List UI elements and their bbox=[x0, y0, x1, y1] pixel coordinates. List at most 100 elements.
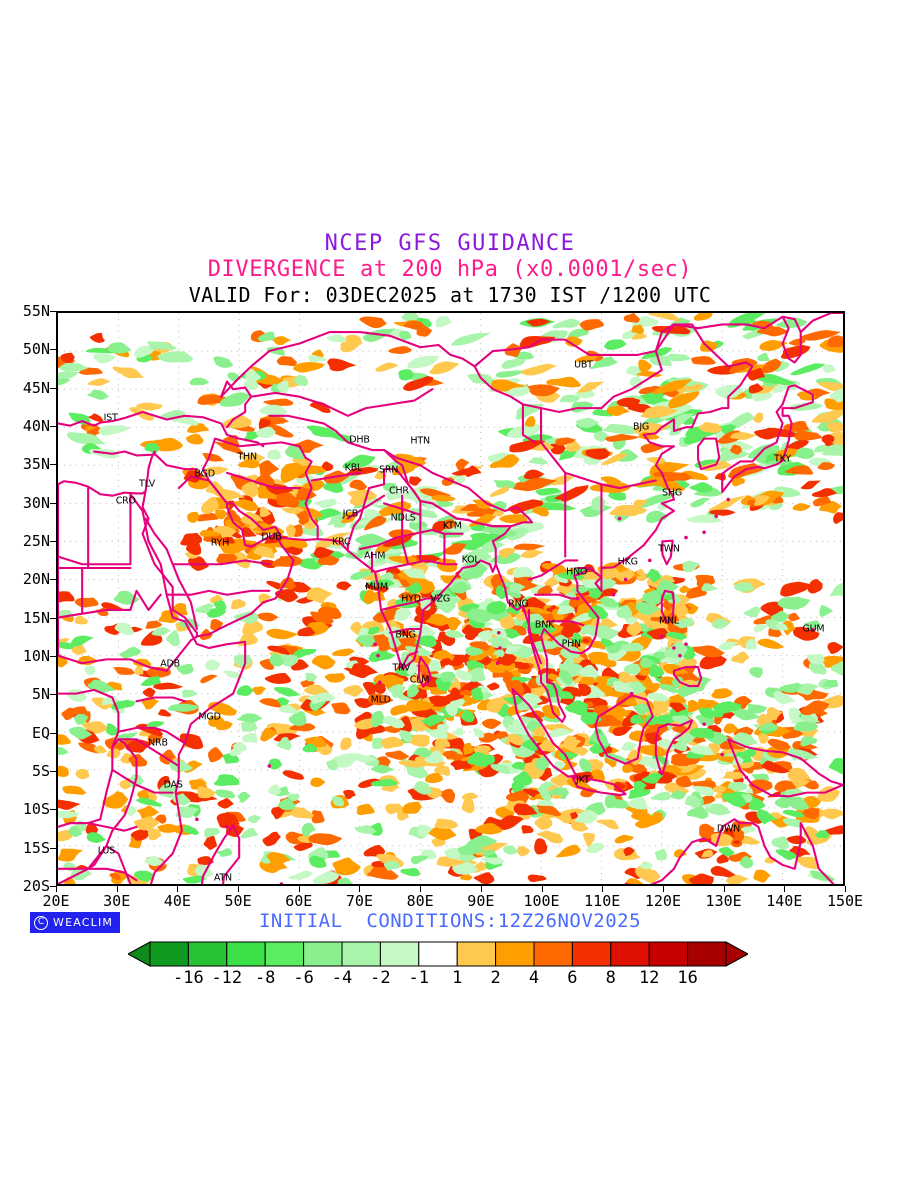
divergence-patch bbox=[446, 616, 462, 631]
divergence-patch bbox=[498, 547, 516, 559]
x-axis-tick-label: 20E bbox=[42, 892, 70, 910]
coastline-path bbox=[58, 635, 198, 672]
city-label-dub: DUB bbox=[261, 531, 282, 543]
divergence-patch bbox=[616, 449, 639, 462]
divergence-patch bbox=[629, 376, 644, 390]
divergence-patch bbox=[66, 432, 106, 445]
island-marker bbox=[611, 592, 616, 597]
divergence-patch bbox=[158, 783, 179, 799]
divergence-patch bbox=[403, 321, 426, 330]
divergence-patch bbox=[777, 596, 811, 610]
divergence-patch bbox=[722, 793, 747, 807]
divergence-patch bbox=[478, 732, 502, 743]
divergence-patch bbox=[752, 412, 764, 424]
divergence-patch bbox=[87, 389, 110, 400]
divergence-patch bbox=[526, 720, 542, 733]
city-label-htn: HTN bbox=[410, 435, 430, 447]
divergence-patch bbox=[608, 492, 627, 501]
city-label-lus: LUS bbox=[97, 845, 115, 857]
divergence-patch bbox=[649, 663, 665, 678]
coastline-path bbox=[153, 452, 198, 471]
divergence-patch bbox=[490, 764, 511, 775]
divergence-patch bbox=[817, 381, 843, 392]
divergence-patch bbox=[407, 355, 439, 369]
divergence-patch bbox=[537, 585, 553, 596]
coastline-path bbox=[534, 593, 579, 600]
divergence-patch bbox=[473, 728, 485, 738]
divergence-patch bbox=[269, 652, 285, 667]
divergence-patch bbox=[655, 738, 677, 750]
x-axis-tick bbox=[662, 886, 664, 892]
divergence-patch bbox=[324, 672, 346, 683]
divergence-patch bbox=[730, 432, 757, 440]
divergence-patch bbox=[635, 601, 662, 615]
divergence-patch bbox=[581, 579, 605, 589]
divergence-patch bbox=[771, 836, 789, 850]
coastline-path bbox=[171, 559, 271, 566]
divergence-patch bbox=[305, 692, 335, 704]
divergence-patch bbox=[821, 434, 835, 443]
x-axis-tick-label: 60E bbox=[285, 892, 313, 910]
divergence-patch bbox=[753, 869, 771, 883]
colorbar-extend-low bbox=[128, 941, 151, 967]
city-label-hno: HNO bbox=[566, 566, 588, 578]
divergence-patch bbox=[331, 702, 351, 715]
divergence-patch bbox=[58, 734, 71, 745]
divergence-patch bbox=[512, 771, 533, 786]
divergence-patch bbox=[58, 747, 69, 755]
divergence-patch bbox=[599, 596, 619, 608]
weaclim-logo[interactable]: C WEACLIM bbox=[30, 912, 121, 933]
divergence-patch bbox=[200, 674, 218, 684]
divergence-patch bbox=[604, 794, 617, 809]
divergence-patch bbox=[240, 827, 258, 839]
divergence-patch bbox=[425, 772, 443, 784]
x-axis-tick bbox=[177, 886, 179, 892]
divergence-patch bbox=[186, 433, 204, 445]
divergence-patch bbox=[499, 514, 528, 524]
divergence-patch bbox=[503, 695, 523, 706]
divergence-patch bbox=[293, 841, 313, 851]
island-marker bbox=[195, 817, 199, 822]
divergence-patch bbox=[528, 457, 548, 465]
city-label-atn: ATN bbox=[213, 872, 232, 884]
divergence-patch bbox=[604, 640, 630, 651]
divergence-patch bbox=[130, 828, 150, 841]
divergence-patch bbox=[86, 832, 106, 843]
island-marker bbox=[726, 497, 731, 502]
divergence-patch bbox=[327, 358, 357, 372]
divergence-patch bbox=[505, 603, 523, 615]
divergence-patch bbox=[548, 787, 564, 796]
divergence-patch bbox=[274, 686, 301, 697]
divergence-patch bbox=[301, 822, 316, 837]
colorbar-extend-high bbox=[725, 941, 748, 967]
divergence-patch bbox=[331, 796, 345, 807]
divergence-patch bbox=[434, 736, 451, 750]
city-label-jcb: JCB bbox=[342, 508, 359, 520]
divergence-patch bbox=[821, 446, 843, 456]
colorbar-tick-label: 2 bbox=[490, 968, 501, 988]
divergence-patch bbox=[553, 574, 569, 584]
divergence-patch bbox=[476, 745, 492, 752]
divergence-patch bbox=[505, 679, 525, 696]
divergence-patch bbox=[606, 676, 621, 686]
coastline-path bbox=[195, 502, 349, 638]
divergence-patch bbox=[520, 363, 557, 376]
divergence-patch bbox=[197, 786, 216, 799]
divergence-patch bbox=[575, 417, 600, 428]
divergence-patch bbox=[522, 477, 557, 492]
divergence-patch bbox=[409, 508, 438, 519]
divergence-patch bbox=[213, 356, 234, 368]
divergence-patch bbox=[194, 512, 220, 522]
divergence-patch bbox=[673, 601, 689, 617]
y-axis-tick-label: 25N bbox=[22, 532, 50, 550]
divergence-patch bbox=[541, 563, 570, 576]
city-label-tky: TKY bbox=[774, 453, 791, 465]
divergence-patch bbox=[759, 340, 788, 351]
divergence-patch bbox=[534, 838, 548, 855]
divergence-patch bbox=[399, 330, 412, 341]
divergence-patch bbox=[800, 480, 822, 490]
divergence-patch bbox=[582, 832, 596, 848]
divergence-patch bbox=[503, 845, 519, 855]
divergence-patch bbox=[815, 830, 830, 839]
island-marker bbox=[672, 646, 676, 650]
